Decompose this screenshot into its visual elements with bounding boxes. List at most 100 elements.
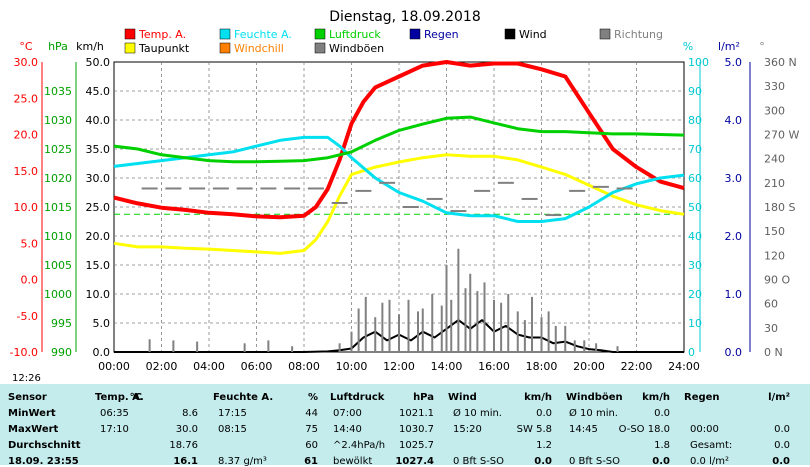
axis-unit: ° bbox=[759, 40, 765, 53]
tick-label: 20.0 bbox=[14, 129, 39, 142]
tick-label: 0 N bbox=[764, 346, 783, 359]
table-header: km/h bbox=[642, 392, 670, 403]
table-header: °C bbox=[129, 392, 142, 403]
time-label: 12:26 bbox=[12, 373, 41, 384]
table-cell: ^2.4hPa/h bbox=[333, 440, 386, 451]
table-cell: 1.2 bbox=[536, 440, 552, 451]
table-cell: 08:15 bbox=[218, 424, 247, 435]
tick-label: 1000 bbox=[44, 288, 72, 301]
axis-unit: km/h bbox=[76, 40, 104, 53]
table-cell: 1.8 bbox=[654, 440, 670, 451]
direction-mark bbox=[165, 187, 182, 190]
table-header: Regen bbox=[684, 392, 720, 403]
x-tick-label: 10:00 bbox=[336, 360, 368, 373]
table-cell: 15:20 bbox=[453, 424, 482, 435]
tick-label: 1035 bbox=[44, 85, 72, 98]
table-cell: 0.0 bbox=[654, 408, 670, 419]
table-cell: 1030.7 bbox=[399, 424, 434, 435]
direction-mark bbox=[189, 187, 206, 190]
tick-label: -5.0 bbox=[17, 310, 38, 323]
table-header: Windböen bbox=[566, 392, 623, 403]
direction-mark bbox=[331, 201, 348, 204]
table-header: Wind bbox=[448, 392, 477, 403]
tick-label: 100 bbox=[688, 56, 709, 69]
table-cell: 0.0 l/m² bbox=[690, 456, 729, 467]
series-line bbox=[113, 60, 685, 220]
direction-mark bbox=[426, 197, 443, 200]
table-cell: Ø 10 min. bbox=[569, 408, 618, 419]
tick-label: 30.0 bbox=[14, 56, 39, 69]
tick-label: 995 bbox=[51, 317, 72, 330]
weather-chart: Dienstag, 18.09.2018 Temp. A. Feuchte A. L… bbox=[10, 9, 800, 384]
tick-label: 1030 bbox=[44, 114, 72, 127]
table-cell: 1025.7 bbox=[399, 440, 434, 451]
tick-label: 90 O bbox=[764, 274, 790, 287]
table-cell: 60 bbox=[305, 440, 318, 451]
table-cell: 0 Bft S-SO bbox=[569, 456, 621, 467]
series-line bbox=[113, 153, 685, 255]
x-tick-label: 24:00 bbox=[668, 360, 700, 373]
tick-label: 3.0 bbox=[725, 172, 743, 185]
legend-label: Temp. A. bbox=[138, 28, 186, 41]
table-cell: 16.1 bbox=[173, 456, 198, 467]
x-tick-label: 14:00 bbox=[431, 360, 463, 373]
table-cell: 1027.4 bbox=[395, 456, 434, 467]
tick-label: 10.0 bbox=[86, 288, 111, 301]
direction-mark bbox=[616, 187, 633, 190]
direction-mark bbox=[569, 189, 586, 192]
direction-mark bbox=[141, 187, 158, 190]
table-cell: O-SO 18.0 bbox=[618, 424, 670, 435]
legend: Temp. A. Feuchte A. Luftdruck Regen Wind Rich… bbox=[124, 28, 663, 55]
direction-mark bbox=[236, 187, 253, 190]
table-cell: Ø 10 min. bbox=[453, 408, 502, 419]
table-header: l/m² bbox=[768, 392, 790, 403]
table-header: Temp. A. bbox=[95, 392, 144, 403]
direction-mark bbox=[474, 189, 491, 192]
tick-label: 5.0 bbox=[21, 237, 39, 250]
tick-label: 60 bbox=[764, 298, 778, 311]
table-cell: 0.0 bbox=[774, 424, 790, 435]
tick-label: 0.0 bbox=[725, 346, 743, 359]
table-header: Luftdruck bbox=[330, 392, 385, 403]
legend-label: Windchill bbox=[234, 42, 284, 55]
table-cell: SW 5.8 bbox=[516, 424, 552, 435]
row-label: MaxWert bbox=[8, 424, 59, 435]
tick-label: 2.0 bbox=[725, 230, 743, 243]
axis-unit: °C bbox=[19, 40, 33, 53]
table-cell: 1021.1 bbox=[399, 408, 434, 419]
tick-label: 40 bbox=[688, 230, 702, 243]
tick-label: 1010 bbox=[44, 230, 72, 243]
tick-label: 30 bbox=[688, 259, 702, 272]
tick-label: 270 W bbox=[764, 129, 799, 142]
tick-label: 240 bbox=[764, 153, 785, 166]
legend-swatch bbox=[504, 28, 516, 40]
x-tick-label: 04:00 bbox=[193, 360, 225, 373]
table-cell: 0.0 bbox=[534, 456, 552, 467]
x-tick-label: 06:00 bbox=[241, 360, 273, 373]
row-label: 18.09. 23:55 bbox=[8, 456, 79, 467]
tick-label: 20 bbox=[688, 288, 702, 301]
direction-mark bbox=[355, 189, 372, 192]
direction-mark bbox=[260, 187, 277, 190]
table-header: hPa bbox=[413, 392, 434, 403]
series-line bbox=[113, 135, 685, 223]
tick-label: 1025 bbox=[44, 143, 72, 156]
direction-mark bbox=[450, 210, 467, 213]
tick-label: 10 bbox=[688, 317, 702, 330]
x-tick-label: 02:00 bbox=[146, 360, 178, 373]
table-cell: 17:10 bbox=[100, 424, 129, 435]
table-cell: 8.37 g/m³ bbox=[218, 456, 267, 467]
table-header: % bbox=[307, 392, 318, 403]
tick-label: 90 bbox=[688, 85, 702, 98]
legend-swatch bbox=[599, 28, 611, 40]
x-tick-label: 18:00 bbox=[526, 360, 558, 373]
tick-label: 15.0 bbox=[86, 259, 111, 272]
table-cell: 0.0 bbox=[536, 408, 552, 419]
legend-swatch bbox=[409, 28, 421, 40]
table-cell: 14:40 bbox=[333, 424, 362, 435]
table-cell: 61 bbox=[304, 456, 318, 467]
tick-label: 25.0 bbox=[86, 201, 111, 214]
axis-unit: % bbox=[683, 40, 693, 53]
tick-label: 5.0 bbox=[725, 56, 743, 69]
table-cell: 8.6 bbox=[182, 408, 198, 419]
